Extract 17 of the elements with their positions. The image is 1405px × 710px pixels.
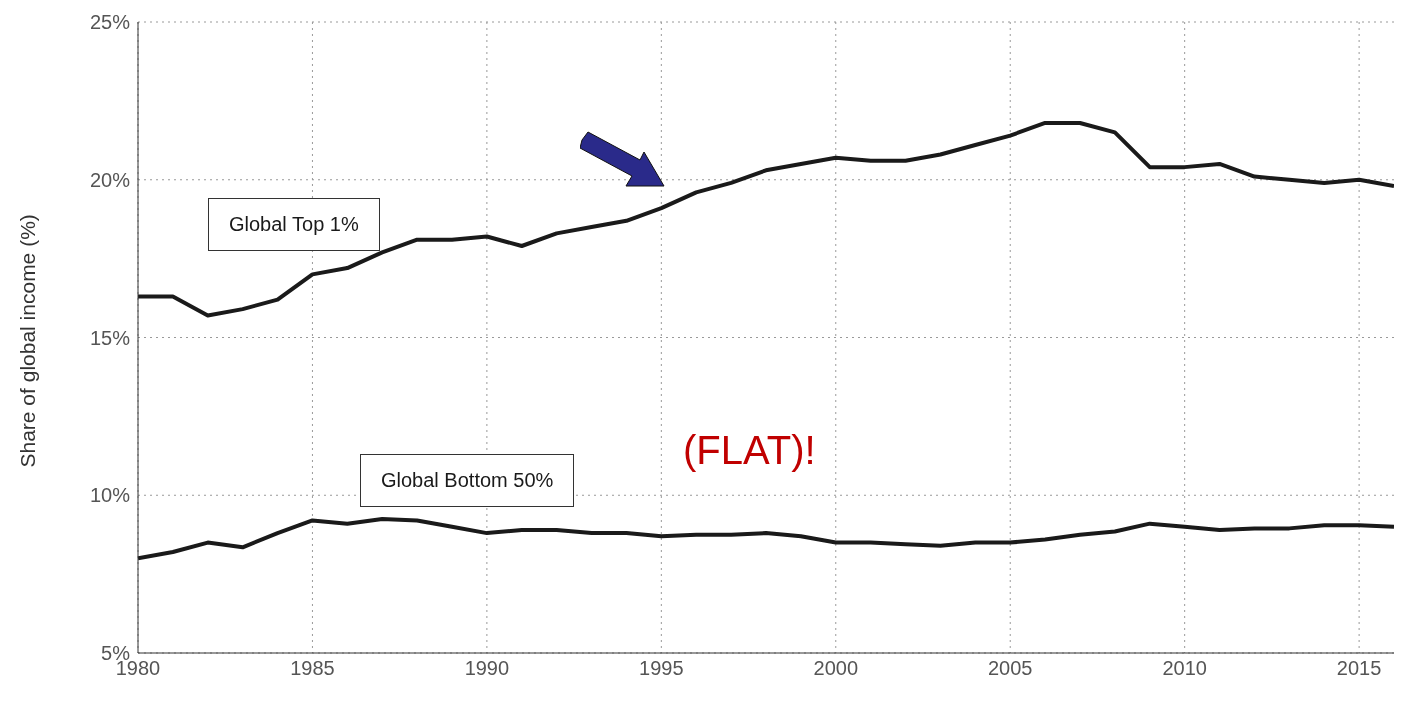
- x-tick-label: 2005: [987, 657, 1033, 680]
- y-axis-title: Share of global income (%): [16, 214, 40, 468]
- y-tick-label: 15%: [89, 326, 131, 349]
- x-tick-label: 1990: [464, 657, 510, 680]
- y-tick-label: 10%: [89, 484, 131, 507]
- series-label: Global Top 1%: [208, 198, 380, 251]
- line-series: [138, 516, 1394, 561]
- x-tick-label: 2015: [1336, 657, 1382, 680]
- line-series: [138, 120, 1394, 318]
- x-tick-label: 2010: [1162, 657, 1207, 680]
- y-tick-label: 20%: [89, 168, 131, 191]
- y-tick-label: 25%: [89, 11, 131, 34]
- series-label: Global Bottom 50%: [360, 454, 575, 507]
- x-tick-label: 2000: [813, 657, 859, 680]
- x-tick-label: 1985: [290, 657, 335, 680]
- x-tick-label: 1995: [639, 657, 684, 680]
- annotation: (FLAT)!: [683, 428, 816, 473]
